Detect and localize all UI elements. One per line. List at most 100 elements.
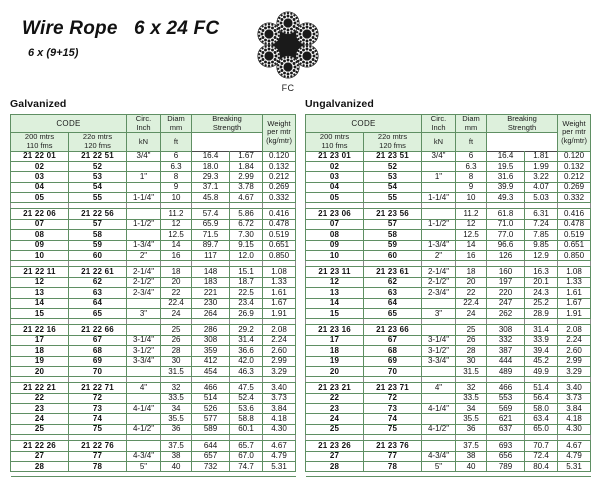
cell-code_a: 17 — [10, 334, 69, 347]
cell-code_b: 63 — [67, 287, 128, 299]
cell-weight: 2.99 — [557, 355, 592, 367]
cell-kn: 789 — [486, 461, 526, 473]
cell-weight: 4.67 — [262, 440, 297, 452]
table-row: 10 60 2" 16 126 12.9 0.850 — [305, 249, 592, 262]
col-header-code-220mtrs: 22o mtrs 120 fms — [362, 132, 423, 152]
cell-code_b: 54 — [362, 181, 423, 194]
table-row: 21 23 26 21 23 76 37.5 693 70.7 4.67 — [305, 440, 592, 452]
cell-code_b: 73 — [67, 403, 128, 415]
cell-code_a: 21 23 26 — [305, 440, 364, 452]
cell-circ: 3" — [421, 307, 457, 320]
cell-weight: 1.91 — [262, 307, 297, 320]
cell-circ: 2" — [421, 249, 457, 262]
cell-kn: 18.0 — [191, 160, 231, 173]
cell-weight: 0.332 — [262, 192, 297, 204]
cell-kn: 77.0 — [486, 229, 526, 241]
cell-weight: 3.84 — [262, 403, 297, 415]
col-header-breaking-strength: Breaking Strength — [191, 113, 264, 134]
cell-circ: 4-1/2" — [126, 423, 162, 436]
cell-code_a: 17 — [305, 334, 364, 347]
cell-diam: 11.2 — [455, 208, 488, 220]
cell-kn: 589 — [191, 423, 231, 436]
cell-weight: 0.212 — [262, 171, 297, 183]
table-row: 12 62 2-1/2" 20 183 18.7 1.33 — [10, 276, 297, 289]
cell-kn: 19.5 — [486, 160, 526, 173]
cell-ft: 65.7 — [229, 440, 264, 452]
cell-diam: 28 — [160, 345, 193, 357]
table-row: 14 64 22.4 247 25.2 1.67 — [305, 297, 592, 309]
cell-circ — [421, 297, 457, 309]
col-header-ft: ft — [455, 132, 488, 152]
cell-ft: 52.4 — [229, 392, 264, 405]
cell-diam: 33.5 — [455, 392, 488, 405]
cell-code_b: 62 — [67, 276, 128, 289]
cell-code_b: 55 — [362, 192, 423, 204]
cell-diam: 34 — [455, 403, 488, 415]
cell-weight: 1.61 — [262, 287, 297, 299]
cell-code_b: 77 — [362, 450, 423, 463]
table-row: 25 75 4-1/2" 36 637 65.0 4.30 — [305, 423, 592, 436]
cell-code_a: 21 22 21 — [10, 382, 69, 394]
cell-code_b: 21 22 66 — [67, 324, 128, 336]
cell-code_a: 21 23 01 — [305, 150, 364, 162]
cell-ft: 60.1 — [229, 423, 264, 436]
cell-diam: 34 — [160, 403, 193, 415]
cell-code_a: 04 — [305, 181, 364, 194]
cell-kn: 514 — [191, 392, 231, 405]
cell-code_a: 15 — [10, 307, 69, 320]
cell-circ — [126, 181, 162, 194]
cell-weight: 0.478 — [262, 218, 297, 231]
cell-code_b: 65 — [362, 307, 423, 320]
cell-ft: 67.0 — [229, 450, 264, 463]
cell-circ: 3-1/2" — [126, 345, 162, 357]
cell-kn: 49.3 — [486, 192, 526, 204]
cell-code_a: 02 — [305, 160, 364, 173]
cell-code_b: 21 23 61 — [362, 266, 423, 278]
cell-code_b: 78 — [362, 461, 423, 473]
cell-ft: 12.9 — [524, 249, 559, 262]
cell-circ — [421, 413, 457, 425]
cell-code_b: 21 22 61 — [67, 266, 128, 278]
page-subtitle: 6 x (9+15) — [28, 47, 79, 59]
cell-circ: 3-1/2" — [421, 345, 457, 357]
cell-ft: 4.67 — [229, 192, 264, 204]
cell-diam: 26 — [160, 334, 193, 347]
cell-code_b: 21 23 66 — [362, 324, 423, 336]
cell-circ: 4-1/2" — [421, 423, 457, 436]
cell-circ: 4-1/4" — [421, 403, 457, 415]
cell-circ — [126, 413, 162, 425]
cell-code_b: 55 — [67, 192, 128, 204]
cell-code_a: 18 — [10, 345, 69, 357]
cell-code_b: 75 — [67, 423, 128, 436]
cell-ft: 31.4 — [524, 324, 559, 336]
rope-diagram-block: FC — [250, 9, 326, 93]
cell-code_a: 20 — [10, 365, 69, 378]
col-header-diam: Diam mm — [455, 113, 488, 134]
cell-ft: 5.86 — [229, 208, 264, 220]
cell-diam: 32 — [455, 382, 488, 394]
cell-circ: 4" — [421, 382, 457, 394]
table-header-ungalvanized: CODE Circ. Inch Diam mm Breaking Strengt… — [304, 113, 592, 152]
cell-kn: 61.8 — [486, 208, 526, 220]
cell-code_a: 05 — [305, 192, 364, 204]
cell-circ: 2-3/4" — [126, 287, 162, 299]
cell-ft: 49.9 — [524, 365, 559, 378]
table-row: 13 63 2-3/4" 22 221 22.5 1.61 — [10, 287, 297, 299]
col-header-code: CODE — [9, 113, 128, 134]
table-row: 21 23 06 21 23 56 11.2 61.8 6.31 0.416 — [305, 208, 592, 220]
table-bottom-rule — [10, 471, 296, 477]
cell-ft: 74.7 — [229, 461, 264, 473]
cell-weight: 1.91 — [557, 307, 592, 320]
cell-diam: 37.5 — [160, 440, 193, 452]
cell-kn: 621 — [486, 413, 526, 425]
cell-kn: 230 — [191, 297, 231, 309]
cell-circ: 4" — [126, 382, 162, 394]
cell-code_b: 64 — [67, 297, 128, 309]
cell-kn: 89.7 — [191, 239, 231, 252]
cell-diam: 40 — [160, 461, 193, 473]
cell-weight: 4.18 — [557, 413, 592, 425]
table-body-galvanized: 21 22 01 21 22 51 3/4" 6 16.4 1.67 0.120 02 52 6.… — [10, 150, 297, 477]
cell-diam: 22.4 — [455, 297, 488, 309]
table-row: 03 53 1" 8 31.6 3.22 0.212 — [305, 171, 592, 183]
cell-weight: 2.99 — [262, 355, 297, 367]
